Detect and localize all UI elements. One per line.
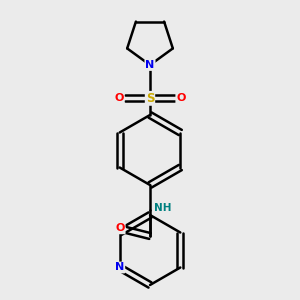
Text: O: O — [114, 93, 124, 103]
Text: NH: NH — [154, 203, 171, 213]
Text: N: N — [146, 60, 154, 70]
Text: N: N — [115, 262, 124, 272]
Text: S: S — [146, 92, 154, 105]
Text: O: O — [176, 93, 186, 103]
Text: O: O — [115, 223, 125, 233]
